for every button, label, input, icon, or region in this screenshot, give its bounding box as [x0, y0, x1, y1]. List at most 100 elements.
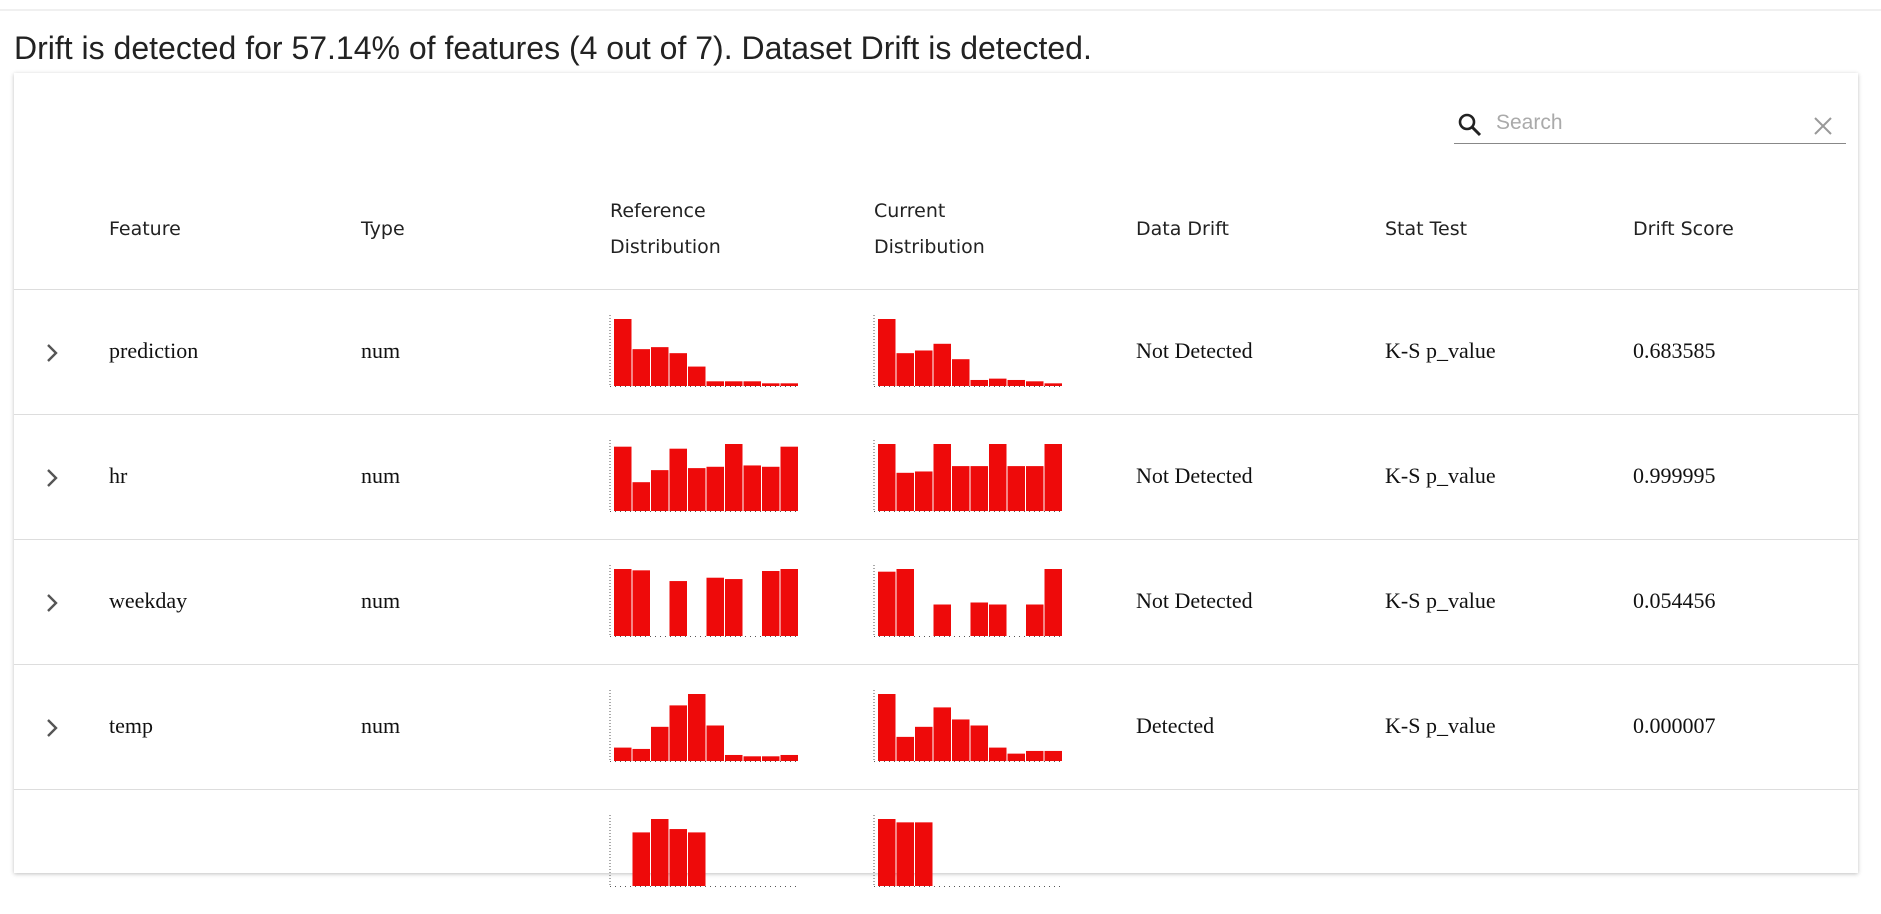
drift-score: 0.000007 [1633, 713, 1716, 738]
hist-bar [1007, 753, 1025, 761]
hist-bar [933, 343, 951, 386]
chevron-icon [47, 719, 58, 737]
current-histogram [873, 440, 1063, 512]
feature: prediction [109, 338, 199, 363]
drift-table-card: Search Feature Type Reference Distribution… [14, 73, 1858, 887]
column-header: Feature [109, 218, 181, 240]
stat-test: K-S p_value [1385, 463, 1496, 488]
hist-bar [1044, 569, 1062, 636]
hist-bar [725, 444, 743, 511]
hist-bar [651, 819, 669, 886]
hist-bar [762, 383, 780, 386]
table-row[interactable]: prediction num Not Detected K-S p_value 0.68… [14, 289, 1858, 414]
expand-chevron[interactable] [42, 716, 62, 740]
hist-bar [743, 381, 761, 386]
hist-bar [669, 353, 687, 386]
hist-bar [743, 756, 761, 761]
table-row[interactable]: weekday num Not Detected K-S p_value 0.05445… [14, 539, 1858, 664]
hist-bar [762, 466, 780, 511]
hist-bar [878, 819, 896, 886]
hist-bar [669, 448, 687, 511]
type: num [361, 338, 401, 363]
hist-bar [1044, 383, 1062, 386]
reference-histogram [609, 815, 799, 887]
hist-bar [688, 832, 706, 886]
hist-bar [970, 466, 988, 511]
hist-bar [989, 378, 1007, 386]
expand-chevron[interactable] [42, 591, 62, 615]
feature: hr [109, 463, 128, 488]
hist-bar [970, 725, 988, 761]
expand-chevron[interactable] [42, 466, 62, 490]
current-histogram [873, 565, 1063, 637]
expand-chevron[interactable] [42, 341, 62, 365]
column-header: Stat Test [1385, 218, 1468, 240]
hist-bar [706, 725, 724, 761]
hist-bar [970, 379, 988, 386]
hist-bar [896, 822, 914, 886]
drift-score: 0.999995 [1633, 463, 1716, 488]
clear-search[interactable] [1812, 115, 1834, 137]
hist-bar [896, 353, 914, 386]
hist-bar [1044, 750, 1062, 761]
hist-bar [614, 569, 632, 636]
hist-bar [669, 705, 687, 761]
hist-bar [725, 579, 743, 636]
hist-bar [632, 349, 650, 386]
hist-bar [669, 829, 687, 886]
feature: weekday [109, 588, 188, 613]
hist-bar [762, 571, 780, 636]
hist-bar [780, 383, 798, 386]
drift-score: 0.683585 [1633, 338, 1716, 363]
hist-bar [933, 604, 951, 636]
hist-bar [952, 719, 970, 761]
search-placeholder: Search [1496, 111, 1563, 134]
hist-bar [651, 470, 669, 511]
type: num [361, 463, 401, 488]
table-row[interactable]: hr num Not Detected K-S p_value 0.999995 [14, 414, 1858, 539]
hist-bar [780, 569, 798, 636]
column-header: Type [361, 218, 405, 240]
table-row [14, 789, 1858, 914]
stat-test: K-S p_value [1385, 338, 1496, 363]
hist-bar [933, 707, 951, 761]
hist-bar [1026, 381, 1044, 386]
column-header: Data Drift [1136, 218, 1229, 240]
hist-bar [1044, 444, 1062, 511]
hist-bar [1007, 466, 1025, 511]
hist-bar [989, 747, 1007, 761]
hist-bar [915, 350, 933, 386]
reference-histogram [609, 690, 799, 762]
current-histogram [873, 690, 1063, 762]
top-bar [0, 9, 1881, 11]
hist-bar [878, 694, 896, 761]
table-row[interactable]: temp num Detected K-S p_value 0.000007 [14, 664, 1858, 789]
hist-bar [688, 366, 706, 386]
hist-bar [896, 736, 914, 761]
hist-bar [743, 465, 761, 511]
data-drift: Not Detected [1136, 588, 1253, 613]
reference-histogram [609, 315, 799, 387]
hist-bar [632, 570, 650, 636]
hist-bar [651, 347, 669, 386]
hist-bar [878, 571, 896, 636]
hist-bar [706, 381, 724, 386]
hist-bar [669, 581, 687, 636]
hist-bar [614, 319, 632, 386]
search-box[interactable]: Search [1454, 105, 1846, 144]
hist-bar [688, 468, 706, 511]
hist-bar [632, 482, 650, 511]
column-header: Reference Distribution [610, 200, 721, 258]
hist-bar [614, 446, 632, 511]
drift-score: 0.054456 [1633, 588, 1716, 613]
chevron-icon [47, 469, 58, 487]
hist-bar [1007, 379, 1025, 386]
hist-bar [632, 748, 650, 761]
summary-title: Drift is detected for 57.14% of features… [14, 30, 1092, 66]
hist-bar [614, 747, 632, 761]
chevron-icon [47, 344, 58, 362]
current-histogram [873, 815, 1063, 887]
hist-bar [915, 471, 933, 511]
hist-bar [878, 444, 896, 511]
hist-bar [970, 602, 988, 636]
